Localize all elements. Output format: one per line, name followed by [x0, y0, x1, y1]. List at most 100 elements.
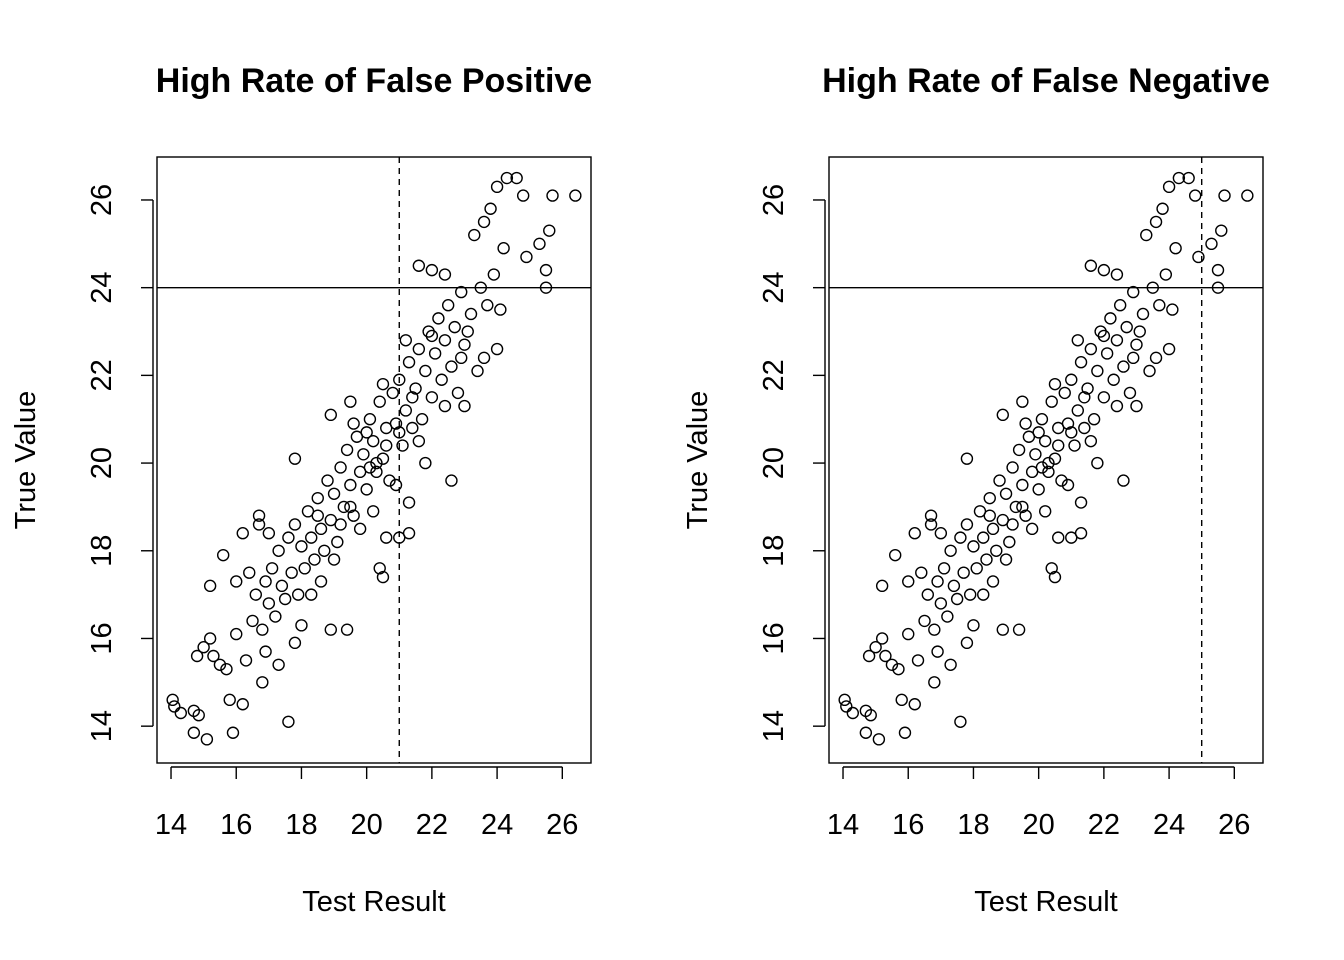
y-tick-label: 22: [758, 359, 790, 391]
data-point: [520, 250, 533, 264]
data-point: [347, 509, 360, 522]
data-point: [999, 487, 1013, 500]
data-point: [269, 610, 282, 623]
data-point: [311, 509, 324, 522]
data-point: [895, 693, 908, 707]
data-point: [360, 426, 373, 439]
data-point: [399, 404, 412, 417]
data-point: [1006, 518, 1019, 531]
x-tick-label: 18: [285, 809, 317, 841]
data-point: [285, 566, 298, 579]
data-point: [924, 509, 938, 522]
data-point: [1117, 474, 1130, 487]
data-point: [373, 395, 386, 408]
data-point: [327, 553, 341, 566]
data-point: [406, 421, 419, 435]
data-point: [402, 356, 416, 369]
data-point: [249, 588, 262, 601]
data-point: [487, 268, 501, 281]
data-point: [230, 627, 243, 641]
data-point: [458, 338, 471, 351]
data-point: [1009, 500, 1023, 514]
data-point: [1038, 434, 1052, 448]
x-axis-label: Test Result: [302, 886, 445, 918]
data-point: [879, 649, 892, 663]
data-point: [921, 588, 934, 601]
data-point: [539, 263, 553, 277]
x-tick-label: 24: [1153, 809, 1185, 841]
data-point: [569, 189, 582, 202]
data-point: [1127, 351, 1140, 365]
x-tick-label: 20: [351, 809, 383, 841]
data-point: [412, 259, 426, 272]
data-point: [1061, 417, 1075, 430]
data-point: [862, 649, 876, 663]
data-point: [983, 509, 996, 522]
data-point: [892, 662, 905, 676]
data-point: [166, 693, 179, 707]
data-point: [409, 382, 422, 395]
data-point: [376, 377, 390, 391]
data-point: [490, 180, 504, 194]
data-point: [311, 491, 324, 505]
data-point: [278, 592, 292, 606]
data-point: [1215, 224, 1228, 237]
data-point: [1052, 531, 1065, 544]
data-point: [282, 531, 295, 544]
data-point: [223, 693, 236, 707]
data-point: [213, 658, 227, 671]
data-point: [389, 417, 403, 430]
data-point: [239, 654, 253, 667]
y-tick-label: 26: [758, 184, 790, 216]
data-point: [455, 351, 468, 365]
data-point: [1016, 500, 1029, 514]
data-point: [174, 706, 188, 720]
data-point: [321, 474, 334, 487]
data-point: [481, 299, 494, 312]
data-point: [924, 518, 938, 531]
data-point: [230, 575, 243, 588]
data-point: [928, 623, 941, 636]
data-point: [1107, 373, 1120, 386]
data-point: [402, 527, 416, 540]
data-point: [516, 189, 530, 202]
data-point: [1162, 180, 1176, 194]
data-point: [967, 540, 980, 553]
data-point: [419, 456, 432, 470]
data-point: [331, 535, 344, 549]
data-point: [1061, 478, 1075, 492]
data-point: [438, 399, 452, 413]
data-point: [282, 715, 295, 728]
data-point: [1081, 382, 1094, 395]
data-point: [438, 334, 452, 347]
data-point: [318, 544, 331, 557]
data-point: [1035, 461, 1049, 474]
data-point: [1091, 364, 1104, 378]
data-point: [347, 417, 360, 430]
y-tick-label: 16: [86, 622, 118, 654]
data-point: [203, 579, 217, 593]
data-point: [1166, 303, 1179, 316]
data-point: [950, 592, 964, 606]
data-point: [986, 522, 1000, 536]
data-point: [941, 610, 954, 623]
data-point: [295, 540, 308, 553]
data-point: [168, 700, 181, 713]
y-tick-label: 14: [758, 710, 790, 742]
data-point: [305, 588, 318, 601]
y-axis-label: True Value: [10, 391, 42, 530]
data-point: [1025, 522, 1039, 536]
data-point: [484, 202, 497, 215]
data-point: [415, 413, 429, 426]
data-point: [1084, 434, 1098, 448]
data-point: [383, 474, 396, 487]
data-point: [252, 518, 266, 531]
data-point: [192, 709, 205, 722]
data-point: [207, 649, 220, 663]
y-tick-label: 20: [758, 447, 790, 479]
data-point: [445, 360, 458, 373]
data-point: [533, 237, 546, 251]
data-point: [197, 641, 210, 654]
data-point: [406, 391, 419, 404]
data-point: [288, 518, 302, 531]
